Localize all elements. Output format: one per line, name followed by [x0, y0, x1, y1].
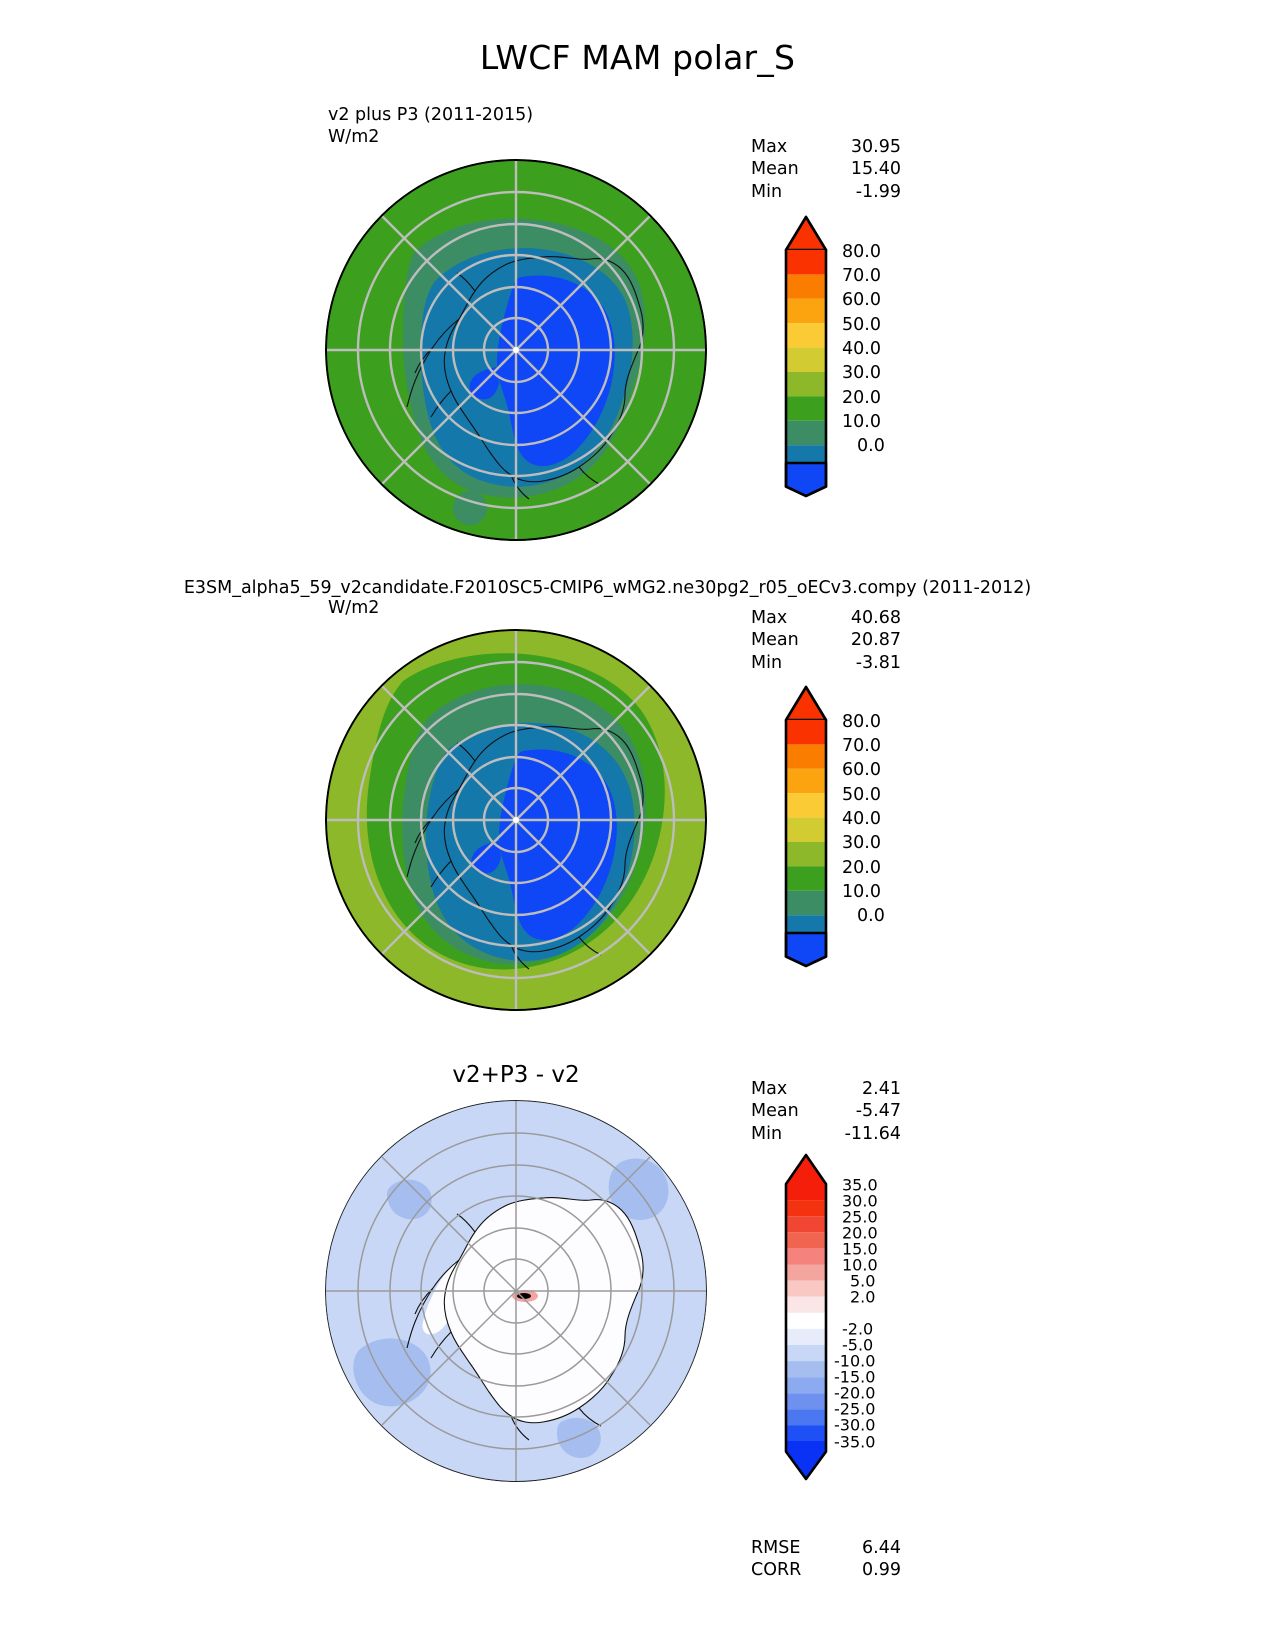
- cbar-tick: -35.0: [834, 1432, 876, 1452]
- cbar-tick: 40.0: [842, 339, 881, 359]
- cbar-tick: 30.0: [842, 363, 881, 383]
- cbar-tick: -25.0: [834, 1399, 876, 1419]
- stat-label: Mean: [751, 1101, 799, 1122]
- cbar-tick: 35.0: [842, 1175, 878, 1195]
- stat-value: 30.95: [850, 137, 901, 157]
- cbar-tick: 10.0: [842, 882, 881, 902]
- colorbar-swatches-diff: [784, 1153, 828, 1481]
- stat-row: Min -11.64: [751, 1123, 901, 1145]
- stat-value: 20.87: [850, 630, 901, 651]
- cbar-tick: 10.0: [842, 1255, 878, 1275]
- colorbar-top[interactable]: 80.0 70.0 60.0 50.0 40.0 30.0 20.0 10.0 …: [784, 214, 885, 499]
- cbar-tick: 50.0: [842, 315, 881, 335]
- cbar-tick: 60.0: [842, 760, 881, 780]
- cbar-tick: -15.0: [834, 1367, 876, 1387]
- panel-diff-title: v2+P3 - v2: [452, 1062, 580, 1088]
- stat-value: 15.40: [850, 159, 901, 180]
- stat-label: Min: [751, 652, 783, 673]
- panel-diff-stats: Max 2.41 Mean -5.47 Min -11.64: [751, 1078, 901, 1145]
- stat-label: RMSE: [751, 1538, 801, 1558]
- lat-lon-graticule-top: [326, 160, 706, 540]
- stat-row: Mean 20.87: [751, 629, 901, 651]
- stat-value: 6.44: [862, 1538, 901, 1558]
- stat-label: Max: [751, 608, 788, 628]
- stat-value: 40.68: [850, 608, 901, 628]
- stat-value: 0.99: [862, 1560, 901, 1581]
- cbar-tick: 60.0: [842, 290, 881, 310]
- cbar-tick: 20.0: [842, 388, 881, 408]
- cbar-tick: -2.0: [842, 1319, 874, 1339]
- cbar-tick: -20.0: [834, 1383, 876, 1403]
- colorbar-diff[interactable]: 35.0 30.0 25.0 20.0 15.0 10.0 5.0 2.0 -2…: [784, 1152, 878, 1482]
- cbar-tick: 20.0: [842, 858, 881, 878]
- stat-row: Mean 15.40: [751, 158, 901, 180]
- lat-lon-graticule-diff: [326, 1101, 706, 1481]
- polar-map-top[interactable]: [325, 159, 707, 541]
- stat-row: Max 40.68: [751, 607, 901, 629]
- panel-top: v2 plus P3 (2011-2015) W/m2 Max 30.95 Me…: [0, 0, 1275, 560]
- cbar-tick: 30.0: [842, 1191, 878, 1211]
- panel-diff: v2+P3 - v2 Max 2.41 Mean -5.47 Min -11.6…: [0, 0, 1275, 1580]
- cbar-tick: 70.0: [842, 736, 881, 756]
- panel-top-stats: Max 30.95 Mean 15.40 Min -1.99: [751, 136, 901, 203]
- stat-label: Max: [751, 137, 788, 157]
- stat-label: Min: [751, 1123, 783, 1144]
- cbar-tick: 20.0: [842, 1223, 878, 1243]
- panel-top-title: v2 plus P3 (2011-2015): [328, 105, 534, 125]
- stat-value: -3.81: [855, 652, 901, 673]
- colorbar-swatches-middle: [784, 685, 828, 968]
- cbar-tick: 25.0: [842, 1207, 878, 1227]
- panel-diff-footer-stats: RMSE 6.44 CORR 0.99: [751, 1537, 901, 1582]
- cbar-tick: 0.0: [857, 906, 885, 926]
- panel-middle-title: E3SM_alpha5_59_v2candidate.F2010SC5-CMIP…: [183, 578, 1032, 598]
- stat-label: Mean: [751, 630, 799, 651]
- cbar-tick: -5.0: [842, 1335, 874, 1355]
- cbar-tick: 15.0: [842, 1239, 878, 1259]
- colorbar-middle[interactable]: 80.0 70.0 60.0 50.0 40.0 30.0 20.0 10.0 …: [784, 684, 885, 969]
- cbar-tick: 80.0: [842, 242, 881, 262]
- stat-row: Min -3.81: [751, 652, 901, 674]
- cbar-tick: 70.0: [842, 266, 881, 286]
- cbar-tick: 30.0: [842, 833, 881, 853]
- figure-title: LWCF MAM polar_S: [479, 38, 796, 77]
- stat-row: RMSE 6.44: [751, 1537, 901, 1559]
- stat-value: -11.64: [844, 1123, 901, 1144]
- stat-row: Mean -5.47: [751, 1100, 901, 1122]
- cbar-tick: 50.0: [842, 785, 881, 805]
- cbar-tick: -30.0: [834, 1415, 876, 1435]
- stat-label: CORR: [751, 1560, 802, 1581]
- lat-lon-graticule-middle: [326, 630, 706, 1010]
- stat-label: Min: [751, 181, 783, 202]
- stat-value: -1.99: [855, 181, 901, 202]
- stat-row: CORR 0.99: [751, 1559, 901, 1581]
- cbar-tick: 40.0: [842, 809, 881, 829]
- cbar-tick: -10.0: [834, 1351, 876, 1371]
- cbar-tick: 2.0: [850, 1287, 876, 1307]
- cbar-tick: 10.0: [842, 412, 881, 432]
- stat-value: -5.47: [855, 1101, 901, 1122]
- polar-map-middle[interactable]: [325, 629, 707, 1011]
- stat-row: Max 2.41: [751, 1078, 901, 1100]
- stat-row: Min -1.99: [751, 181, 901, 203]
- stat-row: Max 30.95: [751, 136, 901, 158]
- panel-middle-units: W/m2: [328, 598, 380, 618]
- stat-label: Mean: [751, 159, 799, 180]
- stat-label: Max: [751, 1079, 788, 1099]
- panel-top-units: W/m2: [328, 127, 380, 147]
- cbar-tick: 5.0: [850, 1271, 876, 1291]
- stat-value: 2.41: [862, 1079, 901, 1099]
- polar-map-diff[interactable]: [325, 1100, 707, 1482]
- panel-middle-stats: Max 40.68 Mean 20.87 Min -3.81: [751, 607, 901, 674]
- cbar-tick: 0.0: [857, 436, 885, 456]
- colorbar-swatches-top: [784, 215, 828, 498]
- cbar-tick: 80.0: [842, 712, 881, 732]
